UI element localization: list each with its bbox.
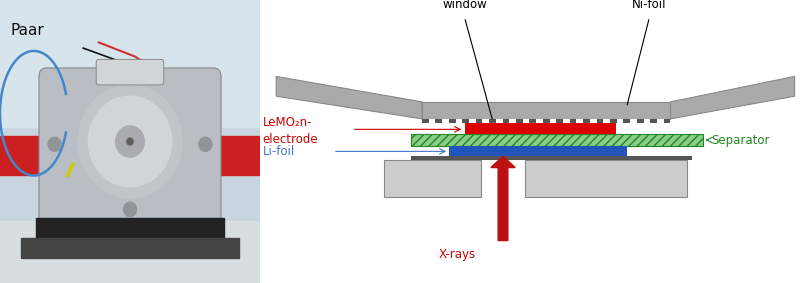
Bar [0,0,260,127]
Bar [429,119,435,123]
Bar [590,119,597,123]
Bar [0,136,260,175]
Bar [563,119,570,123]
Text: Li-foil: Li-foil [262,145,295,158]
Bar [442,119,449,123]
Bar [21,238,239,258]
Bar [643,119,650,123]
Bar [522,119,530,123]
Bar [482,119,489,123]
Text: Paar: Paar [10,23,44,38]
Text: Kapton
window: Kapton window [443,0,487,11]
Bar [469,119,476,123]
Circle shape [48,137,61,151]
Bar [384,160,482,197]
FancyBboxPatch shape [39,68,221,226]
FancyBboxPatch shape [96,59,164,85]
Bar [617,119,623,123]
Bar [411,156,692,160]
Bar [657,119,664,123]
Bar [422,102,670,119]
Text: LeMO₂n-: LeMO₂n- [262,116,312,129]
Text: Separator: Separator [711,134,770,147]
Bar [525,160,686,197]
Bar [550,119,556,123]
Circle shape [116,126,144,157]
Circle shape [199,137,212,151]
Circle shape [123,202,137,216]
Bar [510,119,516,123]
Circle shape [78,85,182,198]
Bar [630,119,637,123]
Circle shape [88,96,171,187]
Bar [449,146,627,156]
FancyArrow shape [491,156,515,241]
Bar [411,134,702,146]
Bar [536,119,543,123]
Text: electrode: electrode [262,133,318,146]
Text: Ni-foil: Ni-foil [631,0,666,11]
Bar [603,119,610,123]
Text: X-rays: X-rays [438,248,476,261]
Circle shape [127,138,133,145]
Bar [37,218,224,246]
Bar [455,119,462,123]
Polygon shape [276,76,422,119]
Polygon shape [670,76,794,119]
Bar [496,119,502,123]
Bar [0,221,260,283]
Bar [422,119,670,123]
Bar [577,119,583,123]
Bar [466,123,616,134]
